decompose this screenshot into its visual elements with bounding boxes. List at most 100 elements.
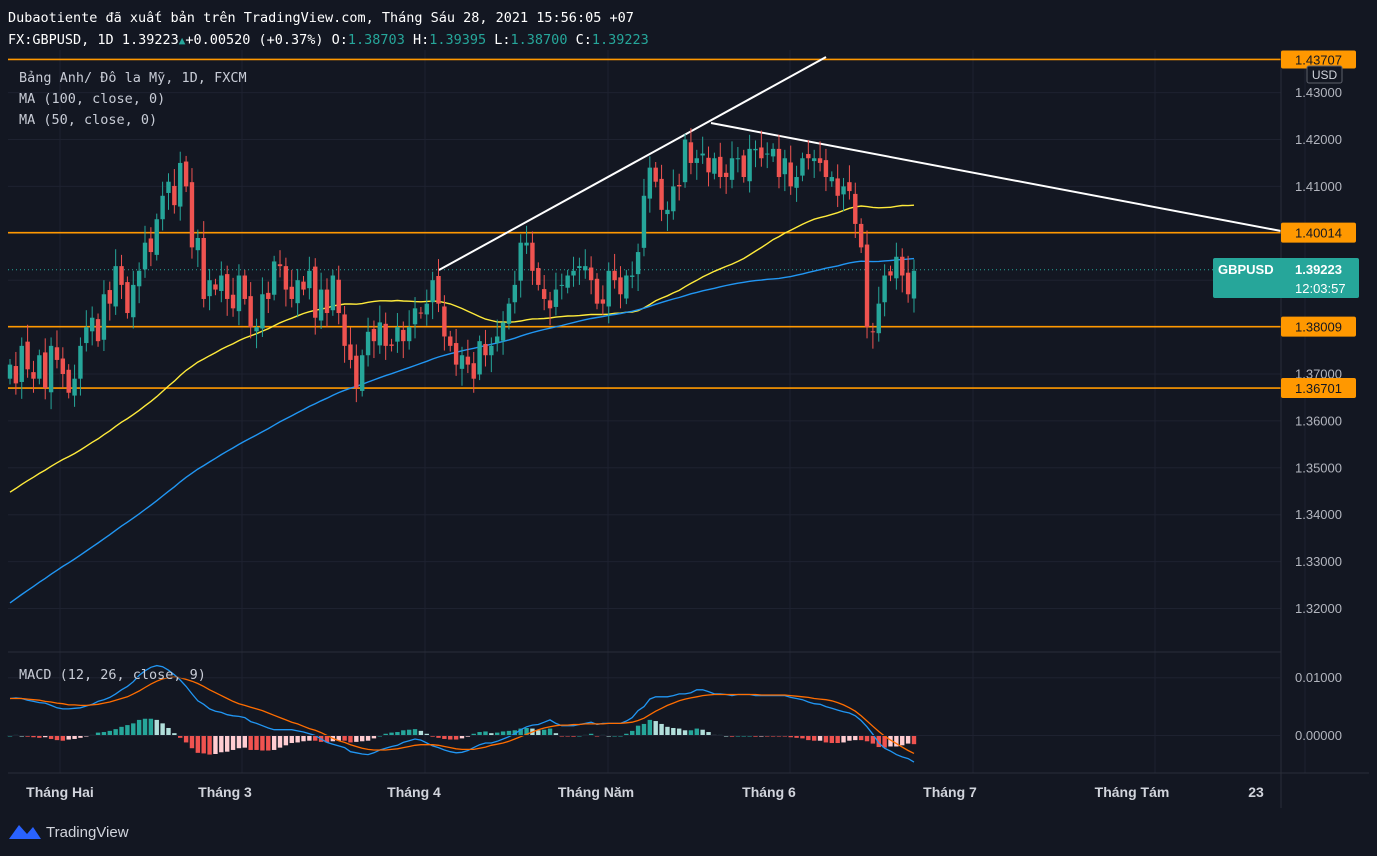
candle-body bbox=[800, 158, 805, 176]
candle bbox=[459, 346, 465, 386]
candle bbox=[483, 329, 488, 367]
time-tick-label: Tháng 6 bbox=[742, 784, 796, 800]
candle-body bbox=[60, 358, 66, 374]
price-change: +0.00520 (+0.37%) bbox=[185, 32, 324, 48]
candle bbox=[154, 213, 159, 261]
candle-body bbox=[735, 158, 741, 160]
candle-body bbox=[911, 270, 917, 299]
legend-ma50: MA (50, close, 0) bbox=[19, 112, 158, 128]
macd-histogram-bar bbox=[847, 735, 852, 741]
candle-body bbox=[430, 280, 435, 303]
candle bbox=[671, 169, 676, 220]
macd-histogram-bar bbox=[588, 733, 594, 736]
macd-histogram-bar bbox=[136, 719, 142, 736]
candle bbox=[301, 275, 306, 296]
macd-histogram-bar bbox=[412, 729, 418, 736]
candle-body bbox=[377, 322, 383, 346]
candle-body bbox=[671, 186, 676, 212]
macd-histogram-bar bbox=[823, 735, 829, 743]
candle bbox=[418, 306, 424, 319]
candle bbox=[401, 321, 406, 359]
candle-body bbox=[588, 267, 594, 281]
candle-body bbox=[418, 312, 424, 314]
time-tick-label: Tháng 4 bbox=[387, 784, 441, 800]
horizontal-levels bbox=[8, 58, 1281, 389]
tradingview-logo[interactable]: TradingView bbox=[8, 822, 129, 842]
macd-histogram-bar bbox=[676, 728, 682, 736]
candle-body bbox=[207, 280, 212, 297]
candle bbox=[78, 337, 83, 396]
candle bbox=[530, 231, 535, 285]
candle-body bbox=[260, 294, 265, 329]
candle-body bbox=[829, 177, 834, 182]
level-tag-text: 1.38009 bbox=[1295, 320, 1342, 335]
candle-body bbox=[723, 172, 729, 178]
candle-body bbox=[512, 284, 518, 303]
macd-histogram-bar bbox=[841, 735, 846, 743]
candle-body bbox=[841, 186, 846, 195]
candle-body bbox=[84, 327, 89, 344]
macd-histogram-bar bbox=[60, 735, 66, 741]
macd-histogram-bar bbox=[242, 735, 247, 748]
candle bbox=[565, 269, 570, 294]
candle bbox=[48, 337, 54, 410]
candle bbox=[101, 280, 107, 352]
candle-body bbox=[541, 289, 547, 299]
candle-body bbox=[307, 270, 312, 289]
macd-histogram-bar bbox=[289, 735, 294, 744]
macd-histogram-bar bbox=[406, 729, 412, 736]
rising-trendline bbox=[438, 56, 827, 271]
macd-panel bbox=[7, 664, 917, 763]
candle-body bbox=[806, 154, 811, 159]
candle-body bbox=[811, 158, 817, 162]
candle bbox=[870, 322, 876, 349]
candle-body bbox=[506, 303, 512, 324]
macd-histogram-bar bbox=[113, 729, 118, 736]
candle-body bbox=[465, 356, 471, 365]
macd-histogram-bar bbox=[817, 735, 823, 741]
macd-histogram-bar bbox=[788, 735, 793, 738]
last-price: 1.39223 bbox=[121, 32, 179, 48]
candle-body bbox=[183, 161, 189, 187]
candle-body bbox=[565, 275, 570, 288]
macd-histogram-bar bbox=[283, 735, 289, 746]
candle-body bbox=[66, 369, 71, 393]
candle bbox=[60, 347, 66, 389]
candle bbox=[113, 249, 118, 315]
candle bbox=[817, 141, 823, 172]
candle bbox=[307, 256, 312, 300]
candle bbox=[465, 339, 471, 374]
candle bbox=[213, 278, 218, 296]
macd-tick-label: 0.00000 bbox=[1295, 728, 1342, 743]
candle bbox=[676, 173, 682, 201]
candle-body bbox=[718, 156, 723, 178]
candle bbox=[277, 250, 283, 278]
candle-body bbox=[48, 345, 54, 393]
candle-body bbox=[342, 314, 347, 346]
candle bbox=[313, 258, 318, 335]
macd-histogram-bar bbox=[900, 735, 905, 746]
candle bbox=[776, 134, 782, 189]
macd-histogram-bar bbox=[78, 735, 83, 738]
ma100-line bbox=[9, 257, 915, 604]
candle-body bbox=[894, 256, 899, 279]
time-tick-label: Tháng Tám bbox=[1095, 784, 1170, 800]
candle bbox=[230, 277, 236, 317]
candle bbox=[430, 271, 435, 320]
macd-histogram-bar bbox=[641, 723, 647, 736]
candle-body bbox=[876, 303, 881, 334]
falling-trendline bbox=[710, 122, 1282, 232]
candle bbox=[853, 182, 858, 238]
candle bbox=[765, 142, 770, 169]
macd-histogram-bar bbox=[729, 735, 735, 737]
macd-histogram-bar bbox=[365, 735, 371, 741]
candle-body bbox=[389, 344, 394, 346]
macd-histogram-bar bbox=[107, 730, 112, 736]
candle bbox=[747, 134, 752, 193]
price-tick-label: 1.41000 bbox=[1295, 179, 1342, 194]
candle-body bbox=[583, 266, 588, 271]
candle-body bbox=[13, 366, 19, 384]
macd-histogram-bar bbox=[811, 735, 817, 741]
candle bbox=[412, 297, 418, 339]
